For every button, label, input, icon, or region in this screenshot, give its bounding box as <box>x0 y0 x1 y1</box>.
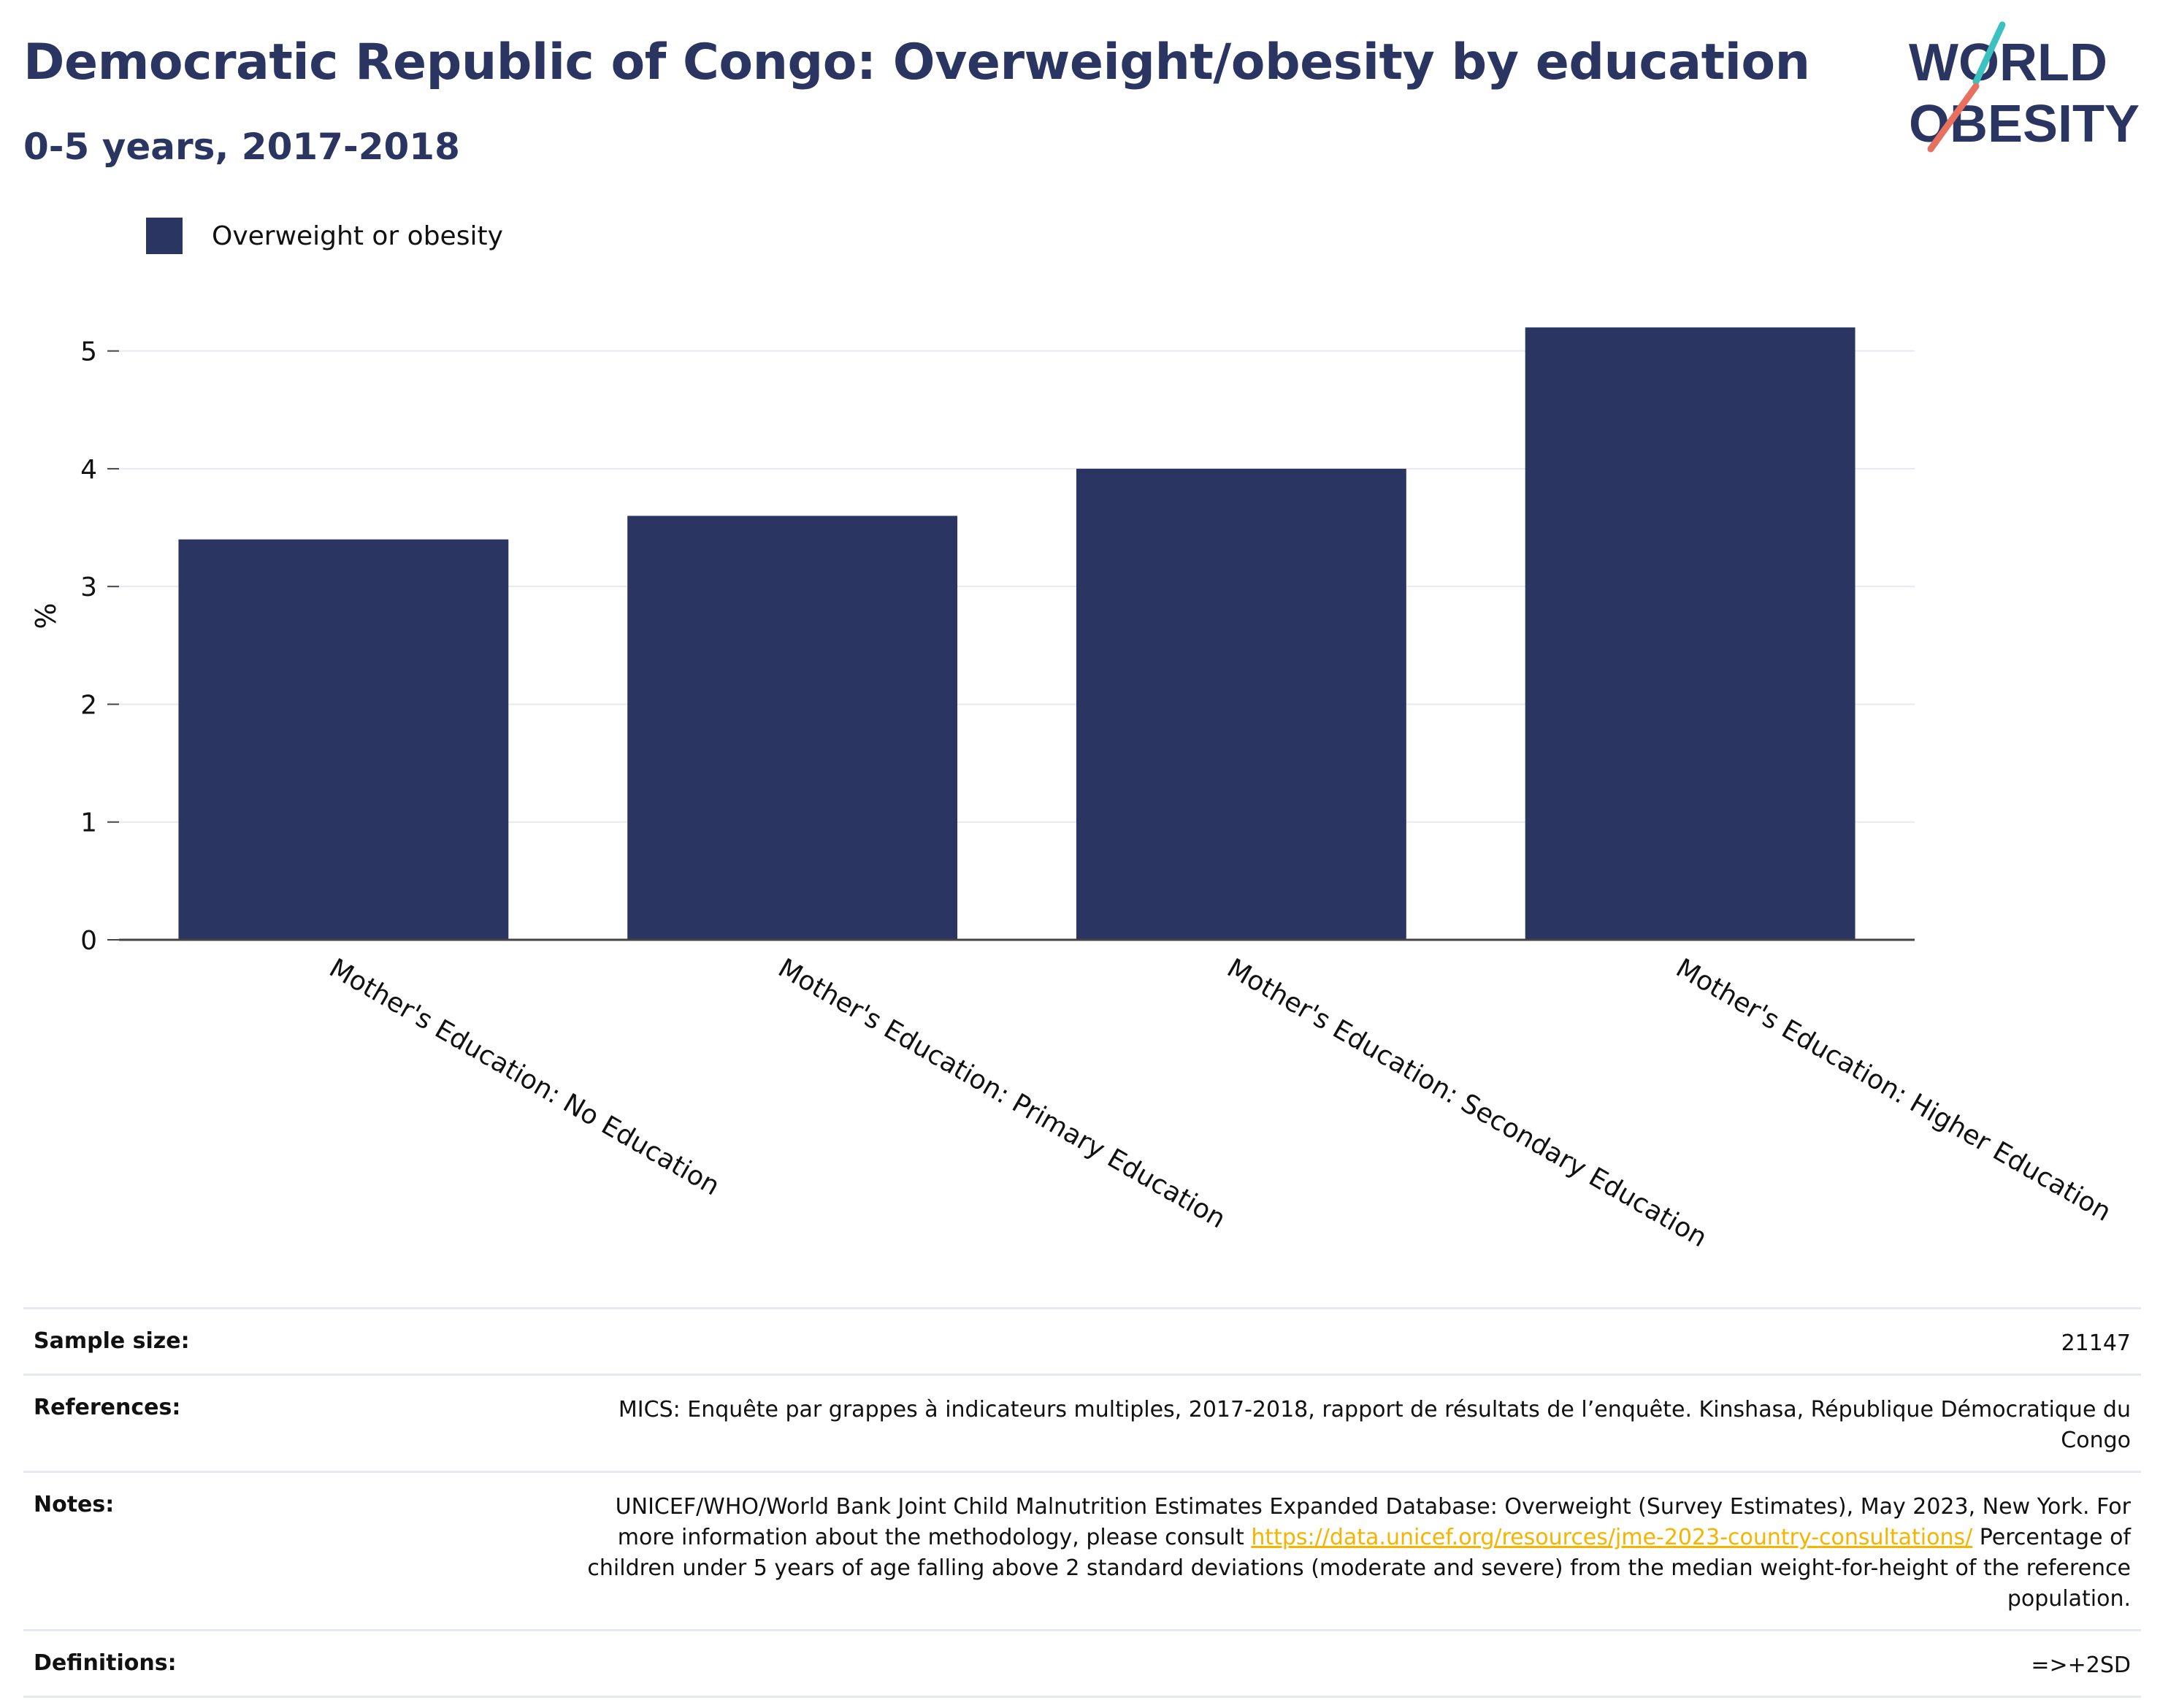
info-row-definitions: Definitions: =>+2SD <box>23 1629 2141 1698</box>
legend-swatch <box>146 218 183 254</box>
info-value: =>+2SD <box>2031 1653 2131 1678</box>
legend-label: Overweight or obesity <box>212 221 503 251</box>
chart-title: Democratic Republic of Congo: Overweight… <box>23 34 1810 91</box>
world-obesity-logo: WORLD OBESITY <box>1909 21 2140 153</box>
logo-slash-top <box>1972 21 2006 85</box>
bar <box>1525 327 1855 940</box>
x-tick-label: Mother's Education: Secondary Education <box>1222 953 1712 1253</box>
bar <box>627 516 958 940</box>
y-tick-labels: 0 1 2 3 4 5 <box>80 337 119 956</box>
logo-slash-bottom <box>1927 83 1980 153</box>
info-value: 21147 <box>2061 1330 2131 1356</box>
info-label: Sample size: <box>34 1328 190 1354</box>
x-tick-label: Mother's Education: Primary Education <box>773 953 1230 1234</box>
notes-link[interactable]: https://data.unicef.org/resources/jme-20… <box>1251 1525 1973 1550</box>
bars <box>178 327 1855 940</box>
info-row-sample-size: Sample size: 21147 <box>23 1307 2141 1374</box>
chart-subtitle: 0-5 years, 2017-2018 <box>23 126 460 168</box>
legend: Overweight or obesity <box>146 218 503 254</box>
info-value: UNICEF/WHO/World Bank Joint Child Malnut… <box>554 1492 2131 1615</box>
info-value: MICS: Enquête par grappes à indicateurs … <box>618 1397 2131 1453</box>
info-label: Notes: <box>34 1492 115 1517</box>
info-row-notes: Notes: UNICEF/WHO/World Bank Joint Child… <box>23 1471 2141 1629</box>
y-tick-label: 5 <box>80 337 97 367</box>
y-tick-label: 2 <box>80 690 97 720</box>
logo-line-2: OBESITY <box>1909 95 2140 153</box>
logo-line-1: WORLD <box>1909 34 2107 92</box>
notes-text-after-link: Percentage of children under 5 years of … <box>587 1525 2131 1612</box>
bar <box>178 539 509 940</box>
bar <box>1076 468 1406 940</box>
info-label: Definitions: <box>34 1650 177 1676</box>
y-tick-label: 1 <box>80 808 97 838</box>
notes-text-before-link: UNICEF/WHO/World Bank Joint Child Malnut… <box>615 1494 2131 1550</box>
y-tick-label: 3 <box>80 572 97 602</box>
y-axis-label: % <box>30 602 62 629</box>
y-tick-label: 0 <box>80 926 97 956</box>
info-row-references: References: MICS: Enquête par grappes à … <box>23 1374 2141 1471</box>
info-label: References: <box>34 1395 181 1420</box>
info-table: Sample size: 21147 References: MICS: Enq… <box>23 1307 2141 1698</box>
x-tick-label: Mother's Education: No Education <box>324 953 724 1201</box>
x-tick-label: Mother's Education: Higher Education <box>1671 953 2116 1228</box>
x-tick-labels: Mother's Education: No Education Mother's… <box>324 953 2116 1253</box>
y-tick-label: 4 <box>80 455 97 485</box>
